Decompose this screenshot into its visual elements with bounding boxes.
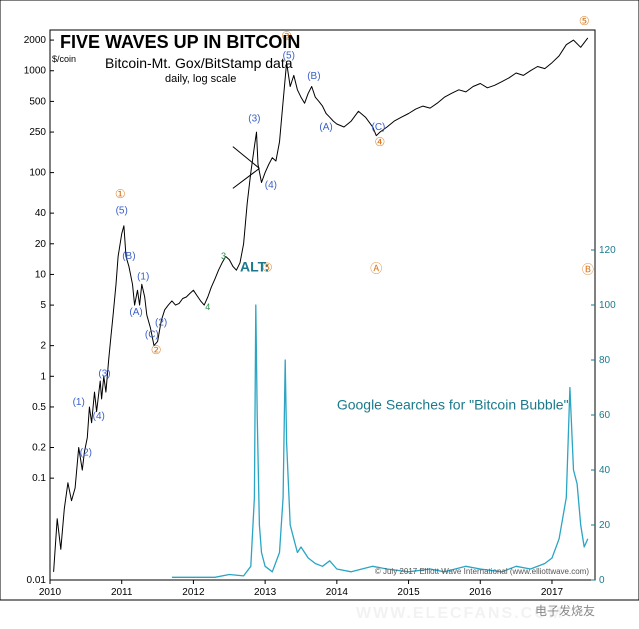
svg-text:100: 100 [29, 168, 46, 179]
svg-text:2014: 2014 [326, 587, 349, 598]
y-axis-left: 0.01 0.1 0.2 0.5 1 2 5 10 20 40 100 250 500 1000 2000 [24, 35, 54, 586]
title-sub: Bitcoin-Mt. Gox/BitStamp data [105, 55, 293, 71]
svg-text:(2): (2) [155, 317, 167, 328]
svg-text:(B): (B) [307, 71, 320, 82]
svg-text:(3): (3) [98, 368, 110, 379]
svg-text:2000: 2000 [24, 35, 47, 46]
svg-text:(A): (A) [319, 122, 332, 133]
title-main: FIVE WAVES UP IN BITCOIN [60, 32, 300, 52]
svg-text:500: 500 [29, 96, 46, 107]
svg-text:1: 1 [40, 371, 46, 382]
svg-text:(B): (B) [122, 251, 135, 262]
svg-text:(2): (2) [80, 448, 92, 459]
svg-text:0.01: 0.01 [27, 575, 47, 586]
svg-text:0.5: 0.5 [32, 402, 46, 413]
alt-label: ALT: [240, 258, 269, 274]
title-small: daily, log scale [165, 73, 236, 85]
svg-text:Ⓑ: Ⓑ [582, 262, 594, 276]
copyright-text: © July 2017 Elliott Wave International (… [375, 567, 589, 576]
svg-text:0.1: 0.1 [32, 473, 46, 484]
svg-text:2010: 2010 [39, 587, 62, 598]
search-line [172, 305, 588, 577]
searches-label: Google Searches for "Bitcoin Bubble" [337, 397, 569, 413]
svg-text:3: 3 [221, 251, 226, 261]
svg-text:2012: 2012 [182, 587, 205, 598]
svg-text:Ⓐ: Ⓐ [370, 261, 382, 275]
svg-text:5: 5 [40, 300, 46, 311]
svg-text:2015: 2015 [397, 587, 420, 598]
chart-container: 0.010.10.20.512510204010025050010002000 … [0, 0, 639, 629]
svg-text:2: 2 [40, 341, 46, 352]
svg-text:2017: 2017 [541, 587, 564, 598]
svg-text:0.2: 0.2 [32, 442, 46, 453]
svg-text:100: 100 [599, 300, 616, 311]
triangle-pattern [233, 147, 260, 189]
chart-svg: 0.010.10.20.512510204010025050010002000 … [0, 0, 639, 629]
green-wave-labels: 34 [205, 251, 226, 312]
svg-text:1000: 1000 [24, 66, 47, 77]
svg-text:(C): (C) [145, 330, 159, 341]
svg-text:(4): (4) [93, 411, 105, 422]
svg-text:④: ④ [374, 135, 385, 149]
svg-text:②: ② [151, 343, 162, 357]
svg-text:20: 20 [599, 520, 611, 531]
svg-text:10: 10 [35, 269, 47, 280]
svg-text:(C): (C) [371, 122, 385, 133]
svg-text:120: 120 [599, 245, 616, 256]
svg-text:(5): (5) [116, 205, 128, 216]
svg-text:250: 250 [29, 127, 46, 138]
chinese-watermark: 电子发烧友 [535, 603, 595, 618]
svg-text:⑤: ⑤ [579, 14, 590, 28]
svg-text:2011: 2011 [111, 587, 133, 598]
plot-border [50, 30, 595, 580]
svg-text:20: 20 [35, 239, 47, 250]
svg-text:(1): (1) [73, 397, 85, 408]
svg-text:(1): (1) [137, 272, 149, 283]
svg-text:0: 0 [599, 575, 605, 586]
svg-text:①: ① [115, 187, 126, 201]
svg-text:(4): (4) [265, 180, 277, 191]
svg-text:2013: 2013 [254, 587, 277, 598]
svg-text:40: 40 [599, 465, 611, 476]
svg-text:60: 60 [599, 410, 611, 421]
price-line [54, 38, 588, 572]
chart-frame [0, 0, 639, 600]
svg-text:(3): (3) [248, 114, 260, 125]
svg-text:2016: 2016 [469, 587, 492, 598]
svg-text:4: 4 [205, 302, 210, 312]
svg-text:80: 80 [599, 355, 611, 366]
x-axis: 2010 2011 2012 2013 2014 2015 2016 2017 [39, 580, 564, 598]
svg-text:40: 40 [35, 208, 47, 219]
watermark: WWW.ELECFANS.COM [356, 605, 564, 622]
currency-label: $/coin [52, 54, 76, 64]
svg-text:(A): (A) [129, 307, 142, 318]
